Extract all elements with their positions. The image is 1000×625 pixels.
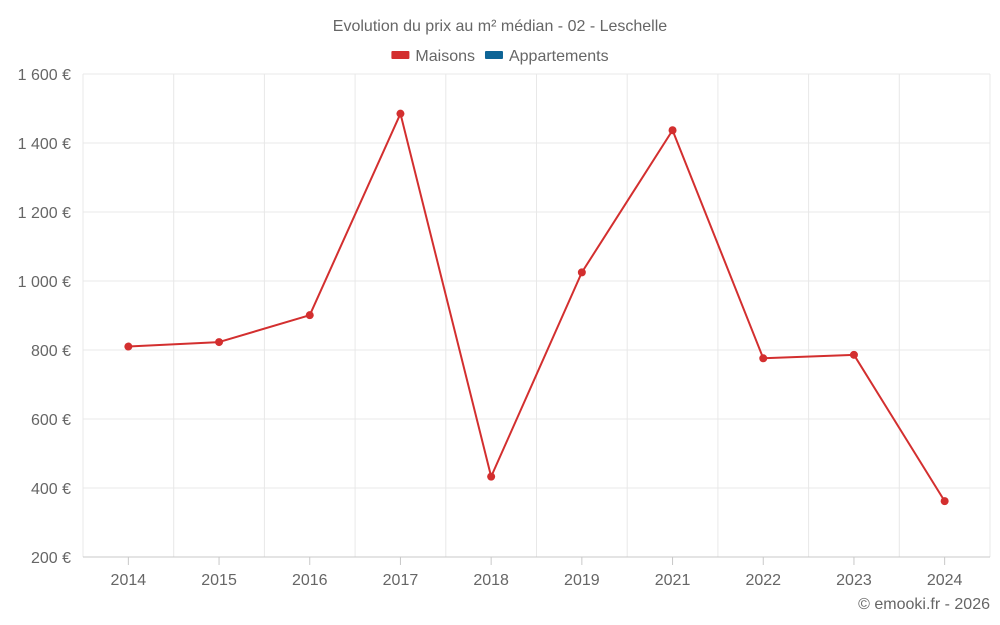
legend-swatch bbox=[391, 51, 410, 59]
x-tick-label: 2023 bbox=[836, 572, 872, 589]
x-tick-label: 2014 bbox=[111, 572, 147, 589]
x-tick-label: 2021 bbox=[655, 572, 691, 589]
chart-title: Evolution du prix au m² médian - 02 - Le… bbox=[333, 18, 667, 35]
y-tick-label: 400 € bbox=[31, 481, 71, 498]
legend-label: Maisons bbox=[415, 48, 475, 65]
data-point[interactable] bbox=[487, 472, 496, 481]
data-point[interactable] bbox=[668, 126, 677, 135]
legend-item-appartements[interactable]: Appartements bbox=[484, 48, 609, 65]
legend-swatch bbox=[484, 51, 503, 59]
y-tick-label: 600 € bbox=[31, 412, 71, 429]
data-point[interactable] bbox=[940, 497, 949, 506]
x-tick-label: 2024 bbox=[927, 572, 963, 589]
y-tick-label: 800 € bbox=[31, 343, 71, 360]
x-tick-label: 2015 bbox=[201, 572, 237, 589]
y-tick-label: 1 000 € bbox=[18, 274, 71, 291]
data-point[interactable] bbox=[305, 311, 314, 320]
grid bbox=[82, 73, 991, 557]
series bbox=[124, 109, 949, 506]
x-tick-label: 2018 bbox=[473, 572, 509, 589]
series-line-maisons bbox=[128, 112, 946, 502]
x-tick-label: 2019 bbox=[564, 572, 600, 589]
data-point[interactable] bbox=[849, 350, 858, 359]
data-point[interactable] bbox=[759, 354, 768, 363]
x-tick-label: 2016 bbox=[292, 572, 328, 589]
data-point[interactable] bbox=[396, 109, 405, 118]
y-tick-label: 200 € bbox=[31, 550, 71, 567]
axes: 200 € 400 € 600 € 800 € 1 000 € 1 200 € 1 400 … bbox=[18, 67, 990, 589]
y-tick-label: 1 600 € bbox=[18, 67, 71, 84]
x-tick-label: 2017 bbox=[383, 572, 419, 589]
legend-label: Appartements bbox=[509, 48, 609, 65]
x-tick-label: 2022 bbox=[745, 572, 781, 589]
data-point[interactable] bbox=[215, 338, 224, 347]
y-tick-label: 1 400 € bbox=[18, 136, 71, 153]
legend-item-maisons[interactable]: Maisons bbox=[391, 48, 475, 65]
data-point[interactable] bbox=[124, 342, 133, 351]
legend: Maisons Appartements bbox=[391, 48, 609, 65]
data-point[interactable] bbox=[577, 268, 586, 277]
y-tick-label: 1 200 € bbox=[18, 205, 71, 222]
credit-text: © emooki.fr - 2026 bbox=[858, 596, 990, 613]
